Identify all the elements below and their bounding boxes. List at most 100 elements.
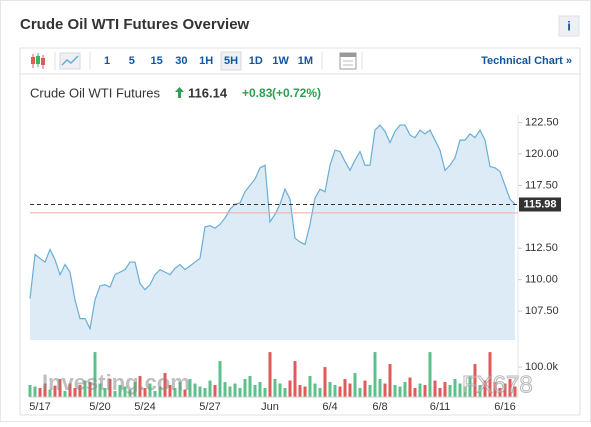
volume-bar [468, 376, 472, 397]
volume-bar [203, 388, 207, 397]
volume-bar [443, 382, 447, 397]
volume-bar [113, 391, 117, 397]
interval-button[interactable]: 30 [175, 55, 187, 67]
volume-bar [53, 385, 57, 397]
volume-bar [493, 382, 497, 397]
x-tick-label: 5/17 [29, 401, 50, 413]
volume-bar [438, 388, 442, 397]
x-tick-label: 6/8 [372, 401, 387, 413]
info-button[interactable] [558, 15, 580, 37]
x-tick-label: 6/11 [430, 401, 451, 413]
volume-bar [328, 382, 332, 397]
y-tick-label: 100.0k [525, 361, 559, 373]
widget-title: Crude Oil WTI Futures Overview [20, 16, 250, 33]
volume-bar [63, 391, 67, 397]
volume-bar [433, 380, 437, 397]
volume-bar [378, 379, 382, 397]
volume-bar [343, 379, 347, 397]
volume-bar [83, 380, 87, 397]
interval-button[interactable]: 1M [298, 55, 313, 67]
volume-bar [103, 388, 107, 397]
volume-bar [28, 385, 32, 397]
volume-bar [363, 380, 367, 397]
volume-bar [393, 385, 397, 397]
volume-bar [408, 377, 412, 397]
volume-bar [133, 382, 137, 397]
candle-icon[interactable] [31, 53, 45, 69]
volume-bar [213, 385, 217, 397]
instrument-name: Crude Oil WTI Futures [30, 85, 161, 100]
x-tick-label: 5/20 [89, 401, 110, 413]
volume-bar [233, 383, 237, 397]
volume-bar [278, 383, 282, 397]
volume-bar [418, 383, 422, 397]
volume-bar [333, 385, 337, 397]
volume-bar [413, 388, 417, 397]
x-tick-label: 5/27 [199, 401, 220, 413]
volume-bar [58, 379, 62, 397]
volume-bar [338, 386, 342, 397]
interval-button[interactable]: 1D [249, 55, 263, 67]
volume-bar [208, 380, 212, 397]
price-change: +0.83 [242, 86, 273, 100]
volume-bar [158, 386, 162, 397]
volume-bar [368, 385, 372, 397]
line-icon[interactable] [59, 52, 81, 70]
interval-active [220, 51, 242, 71]
last-price: 116.14 [188, 85, 228, 100]
volume-bar [288, 380, 292, 397]
y-tick-label: 110.00 [525, 274, 558, 286]
volume-bar [68, 383, 72, 397]
volume-bar [123, 386, 127, 397]
price-change-percent: (+0.72%) [272, 86, 321, 100]
interval-button[interactable]: 1H [199, 55, 213, 67]
volume-bar [168, 385, 172, 397]
volume-bar [48, 389, 52, 397]
y-tick-label: 117.50 [525, 179, 558, 191]
interval-button[interactable]: 5 [129, 55, 135, 67]
volume-bar [98, 383, 102, 397]
volume-bar [73, 388, 77, 397]
volume-bar [273, 379, 277, 397]
calendar-icon[interactable] [339, 52, 357, 70]
technical-chart-link[interactable]: Technical Chart » [481, 55, 572, 67]
volume-bar [268, 352, 272, 397]
y-tick-label: 120.00 [525, 148, 559, 160]
volume-bar [248, 376, 252, 397]
volume-bar [148, 383, 152, 397]
volume-bar [138, 376, 142, 397]
volume-bar [503, 383, 507, 397]
volume-bar [308, 376, 312, 397]
volume-bar [78, 385, 82, 397]
volume-bar [143, 388, 147, 397]
volume-bar [373, 352, 377, 397]
volume-bar [33, 386, 37, 397]
price-line [29, 124, 516, 331]
volume-bar [478, 385, 482, 397]
volume-bar [483, 380, 487, 397]
info-icon[interactable]: i [567, 18, 571, 33]
interval-button[interactable]: 1W [272, 55, 289, 67]
volume-bar [403, 382, 407, 397]
volume-bar [283, 388, 287, 397]
interval-button[interactable]: 5H [224, 55, 238, 67]
volume-bar [508, 379, 512, 397]
volume-bar [298, 385, 302, 397]
volume-bar [423, 385, 427, 397]
volume-bar [43, 383, 47, 397]
volume-bar [198, 386, 202, 397]
volume-bar [293, 361, 297, 397]
y-tick-label: 112.50 [525, 242, 558, 254]
price-area [30, 125, 515, 340]
watermark: Investing.com [42, 370, 190, 395]
interval-button[interactable]: 15 [150, 55, 162, 67]
volume-bar [93, 352, 97, 397]
volume-bar [128, 389, 132, 397]
y-tick-label: 107.50 [525, 305, 559, 317]
volume-bar [88, 382, 92, 397]
interval-button[interactable]: 1 [104, 55, 110, 67]
volume-bar [318, 388, 322, 397]
volume-bar [178, 382, 182, 397]
volume-bar [253, 385, 257, 397]
